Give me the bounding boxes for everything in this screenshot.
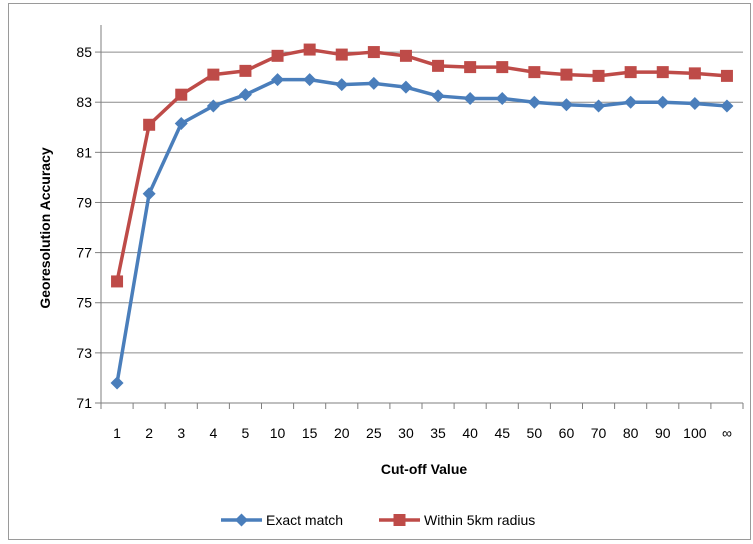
data-point <box>399 49 412 62</box>
x-tick-label: 80 <box>623 425 639 441</box>
series-1 <box>110 73 734 390</box>
legend-label: Exact match <box>266 512 343 528</box>
legend-item: Exact match <box>221 512 343 528</box>
data-point <box>238 88 252 102</box>
data-point <box>143 118 156 131</box>
x-tick-label: 4 <box>209 425 217 441</box>
series-line <box>115 47 728 282</box>
y-tick-label: 83 <box>76 94 92 110</box>
data-point <box>432 59 445 72</box>
x-tick-label: 3 <box>177 425 185 441</box>
data-point <box>688 67 701 80</box>
x-tick-label: 15 <box>302 425 318 441</box>
series-lines <box>110 43 734 390</box>
data-point <box>367 76 381 90</box>
gridlines <box>101 51 743 354</box>
y-tick-label: 77 <box>76 245 92 261</box>
data-point <box>367 46 380 59</box>
x-tick-label: ∞ <box>722 425 732 441</box>
data-point <box>656 95 670 109</box>
x-tick-label: 90 <box>655 425 671 441</box>
x-tick-label: 50 <box>527 425 543 441</box>
legend: Exact match Within 5km radius <box>221 512 535 528</box>
data-point <box>399 80 413 94</box>
data-point <box>335 78 349 92</box>
series-2 <box>111 43 733 288</box>
data-point <box>656 66 669 79</box>
data-point <box>206 99 220 113</box>
legend-marker <box>235 513 248 527</box>
x-tick-label: 10 <box>270 425 286 441</box>
data-point <box>111 275 124 288</box>
data-point <box>720 99 734 113</box>
data-point <box>110 376 124 390</box>
y-tick-label: 85 <box>76 44 92 60</box>
x-tick-label: 20 <box>334 425 350 441</box>
data-point <box>495 91 509 105</box>
data-point <box>335 48 348 61</box>
y-tick-label: 73 <box>76 345 92 361</box>
data-point <box>303 73 317 87</box>
series-line <box>115 77 728 384</box>
x-tick-label: 30 <box>398 425 414 441</box>
x-tick-label: 1 <box>113 425 121 441</box>
axes <box>95 25 744 409</box>
legend-item: Within 5km radius <box>379 512 535 528</box>
x-tick-label: 5 <box>242 425 250 441</box>
data-point <box>528 66 541 79</box>
data-point <box>207 68 220 81</box>
data-point <box>463 91 477 105</box>
data-point <box>592 69 605 82</box>
data-point <box>688 96 702 110</box>
data-point <box>303 43 316 56</box>
y-tick-label: 81 <box>76 144 92 160</box>
y-tick-label: 79 <box>76 194 92 210</box>
data-point <box>560 68 573 81</box>
x-tick-label: 70 <box>591 425 607 441</box>
data-point <box>174 117 188 131</box>
data-point <box>592 99 606 113</box>
x-tick-label: 35 <box>430 425 446 441</box>
x-tick-label: 2 <box>145 425 153 441</box>
data-point <box>239 64 252 77</box>
data-point <box>142 187 156 201</box>
x-axis-title: Cut-off Value <box>381 461 468 477</box>
y-tick-label: 71 <box>76 395 92 411</box>
data-point <box>720 69 733 82</box>
x-tick-label: 40 <box>462 425 478 441</box>
data-point <box>271 49 284 62</box>
data-point <box>559 98 573 112</box>
data-point <box>624 66 637 79</box>
data-point <box>175 88 188 101</box>
legend-label: Within 5km radius <box>424 512 535 528</box>
data-point <box>496 61 509 74</box>
data-point <box>527 95 541 109</box>
data-point <box>271 73 285 87</box>
data-point <box>624 95 638 109</box>
x-tick-label: 60 <box>559 425 575 441</box>
x-tick-label: 45 <box>494 425 510 441</box>
x-tick-label: 100 <box>683 425 707 441</box>
y-tick-label: 75 <box>76 295 92 311</box>
x-tick-label: 25 <box>366 425 382 441</box>
legend-marker <box>393 514 406 526</box>
data-point <box>431 89 445 103</box>
y-axis-title: Georesolution Accuracy <box>37 147 53 309</box>
data-point <box>464 61 477 74</box>
chart-frame <box>8 3 751 540</box>
